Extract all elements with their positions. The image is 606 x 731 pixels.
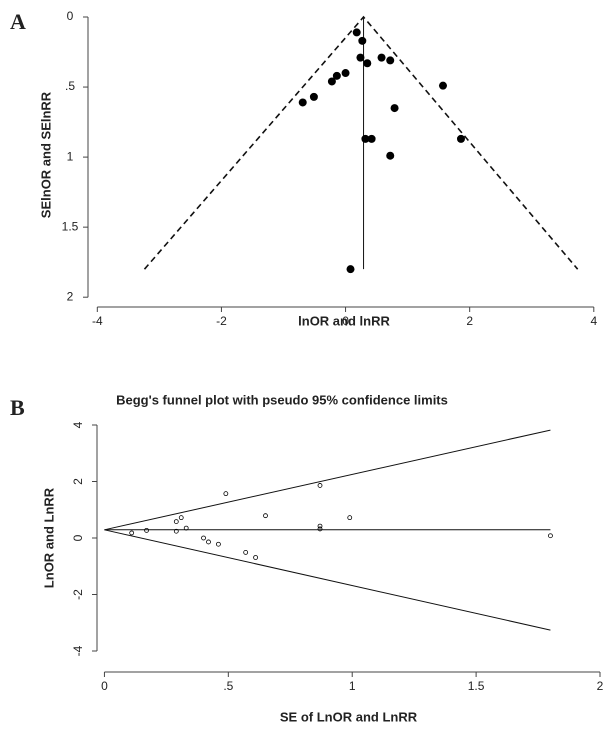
point — [367, 134, 376, 143]
point — [223, 491, 229, 497]
point — [243, 550, 249, 555]
point — [358, 36, 367, 45]
point — [332, 71, 341, 80]
y-tick-label: 1 — [67, 149, 74, 163]
chart-title: Begg's funnel plot with pseudo 95% confi… — [116, 392, 448, 407]
point — [346, 265, 355, 274]
point — [201, 535, 206, 541]
point — [356, 53, 365, 62]
point — [216, 541, 221, 547]
point — [178, 515, 184, 521]
y-tick-label: .5 — [65, 79, 75, 93]
point — [183, 525, 189, 531]
point — [548, 533, 553, 539]
point — [361, 134, 370, 143]
point — [317, 526, 323, 532]
point — [253, 555, 258, 560]
y-tick-label: 2 — [67, 289, 74, 303]
point — [386, 151, 395, 160]
y-tick-label: 2 — [71, 478, 85, 485]
point — [129, 530, 135, 536]
x-tick-label: 1 — [349, 679, 356, 693]
x-tick-label: -4 — [92, 314, 103, 328]
x-tick-label: 2 — [466, 314, 473, 328]
x-axis-label: lnOR and lnRR — [298, 313, 390, 328]
x-tick-label: 2 — [597, 679, 604, 693]
point — [298, 98, 307, 107]
point — [327, 77, 336, 86]
point — [341, 69, 350, 78]
reference-line — [104, 529, 551, 631]
point — [386, 56, 395, 65]
x-tick-label: 4 — [590, 314, 597, 328]
point — [173, 528, 179, 534]
y-tick-label: 0 — [67, 9, 74, 23]
point — [263, 513, 268, 519]
reference-line — [104, 429, 551, 531]
point — [377, 53, 386, 62]
y-axis-label: LnOR and LnRR — [41, 487, 56, 588]
reference-line — [143, 15, 579, 270]
point — [317, 483, 323, 488]
panel-label: A — [10, 9, 26, 34]
y-tick-label: 4 — [71, 421, 85, 428]
y-tick-label: 0 — [71, 534, 85, 541]
point — [347, 515, 353, 521]
point — [144, 527, 149, 533]
x-tick-label: -2 — [216, 314, 227, 328]
point — [317, 523, 323, 529]
y-tick-label: 1.5 — [62, 219, 79, 233]
y-axis-label: SElnOR and SElnRR — [38, 91, 53, 218]
x-axis-label: SE of LnOR and LnRR — [280, 709, 418, 724]
point — [173, 519, 179, 525]
point — [309, 92, 318, 101]
panel-label: B — [10, 395, 25, 420]
x-tick-label: 1.5 — [468, 679, 485, 693]
x-tick-label: 0 — [101, 679, 108, 693]
x-tick-label: 0 — [342, 314, 349, 328]
y-tick-label: -4 — [71, 645, 85, 656]
y-tick-label: -2 — [71, 589, 85, 600]
point — [352, 28, 361, 37]
point — [206, 539, 211, 545]
x-tick-label: .5 — [223, 679, 233, 693]
point — [456, 134, 465, 143]
point — [363, 59, 372, 68]
point — [438, 81, 447, 90]
point — [390, 104, 399, 113]
